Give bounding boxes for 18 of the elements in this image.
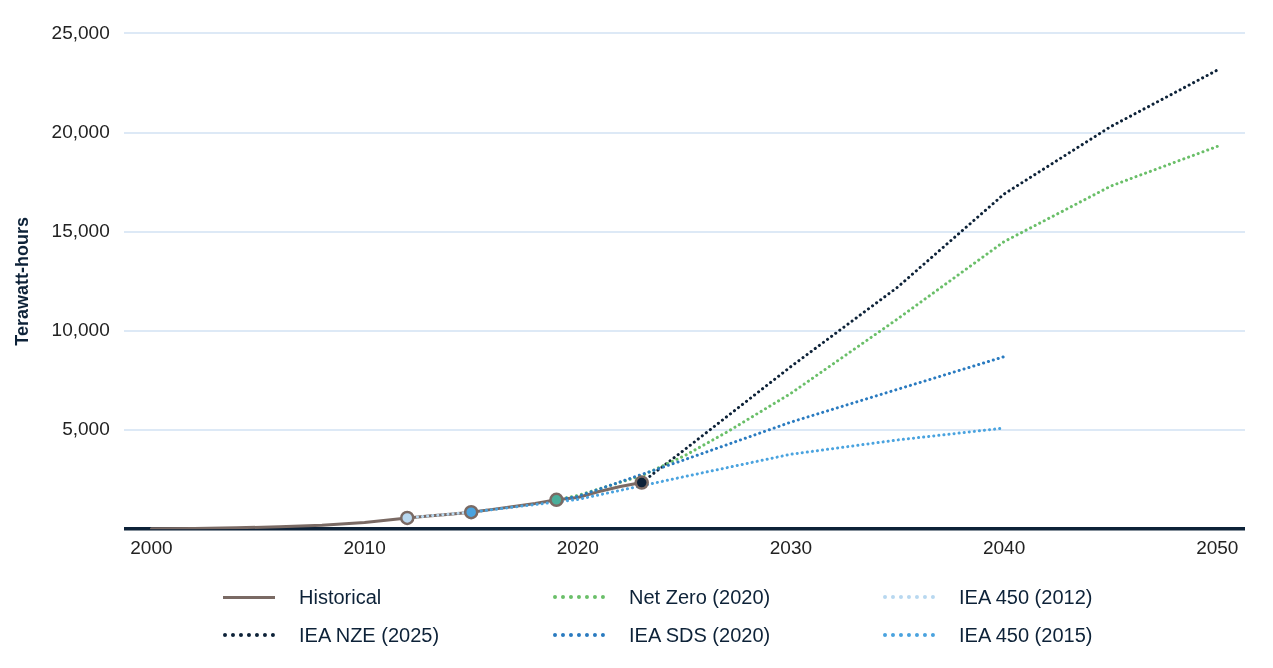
legend-label: Net Zero (2020) — [629, 585, 771, 609]
y-axis-title: Terawatt-hours — [11, 216, 32, 346]
y-tick-label: 5,000 — [62, 418, 110, 440]
x-tick-label: 2040 — [982, 536, 1026, 558]
legend-label: Historical — [299, 585, 382, 609]
legend-label: IEA 450 (2012) — [959, 585, 1093, 609]
y-tick-label: 15,000 — [51, 219, 110, 241]
x-tick-label: 2020 — [556, 536, 599, 558]
legend-label: IEA SDS (2020) — [629, 623, 771, 647]
y-tick-label: 20,000 — [51, 120, 110, 142]
x-tick-label: 2030 — [769, 536, 813, 558]
legend-label: IEA 450 (2015) — [959, 623, 1093, 647]
x-tick-label: 2050 — [1196, 536, 1239, 558]
y-tick-label: 10,000 — [51, 319, 110, 341]
x-tick-label: 2000 — [130, 536, 173, 558]
legend-label: IEA NZE (2025) — [299, 623, 440, 647]
y-tick-label: 25,000 — [51, 21, 110, 43]
x-tick-label: 2010 — [343, 536, 386, 558]
